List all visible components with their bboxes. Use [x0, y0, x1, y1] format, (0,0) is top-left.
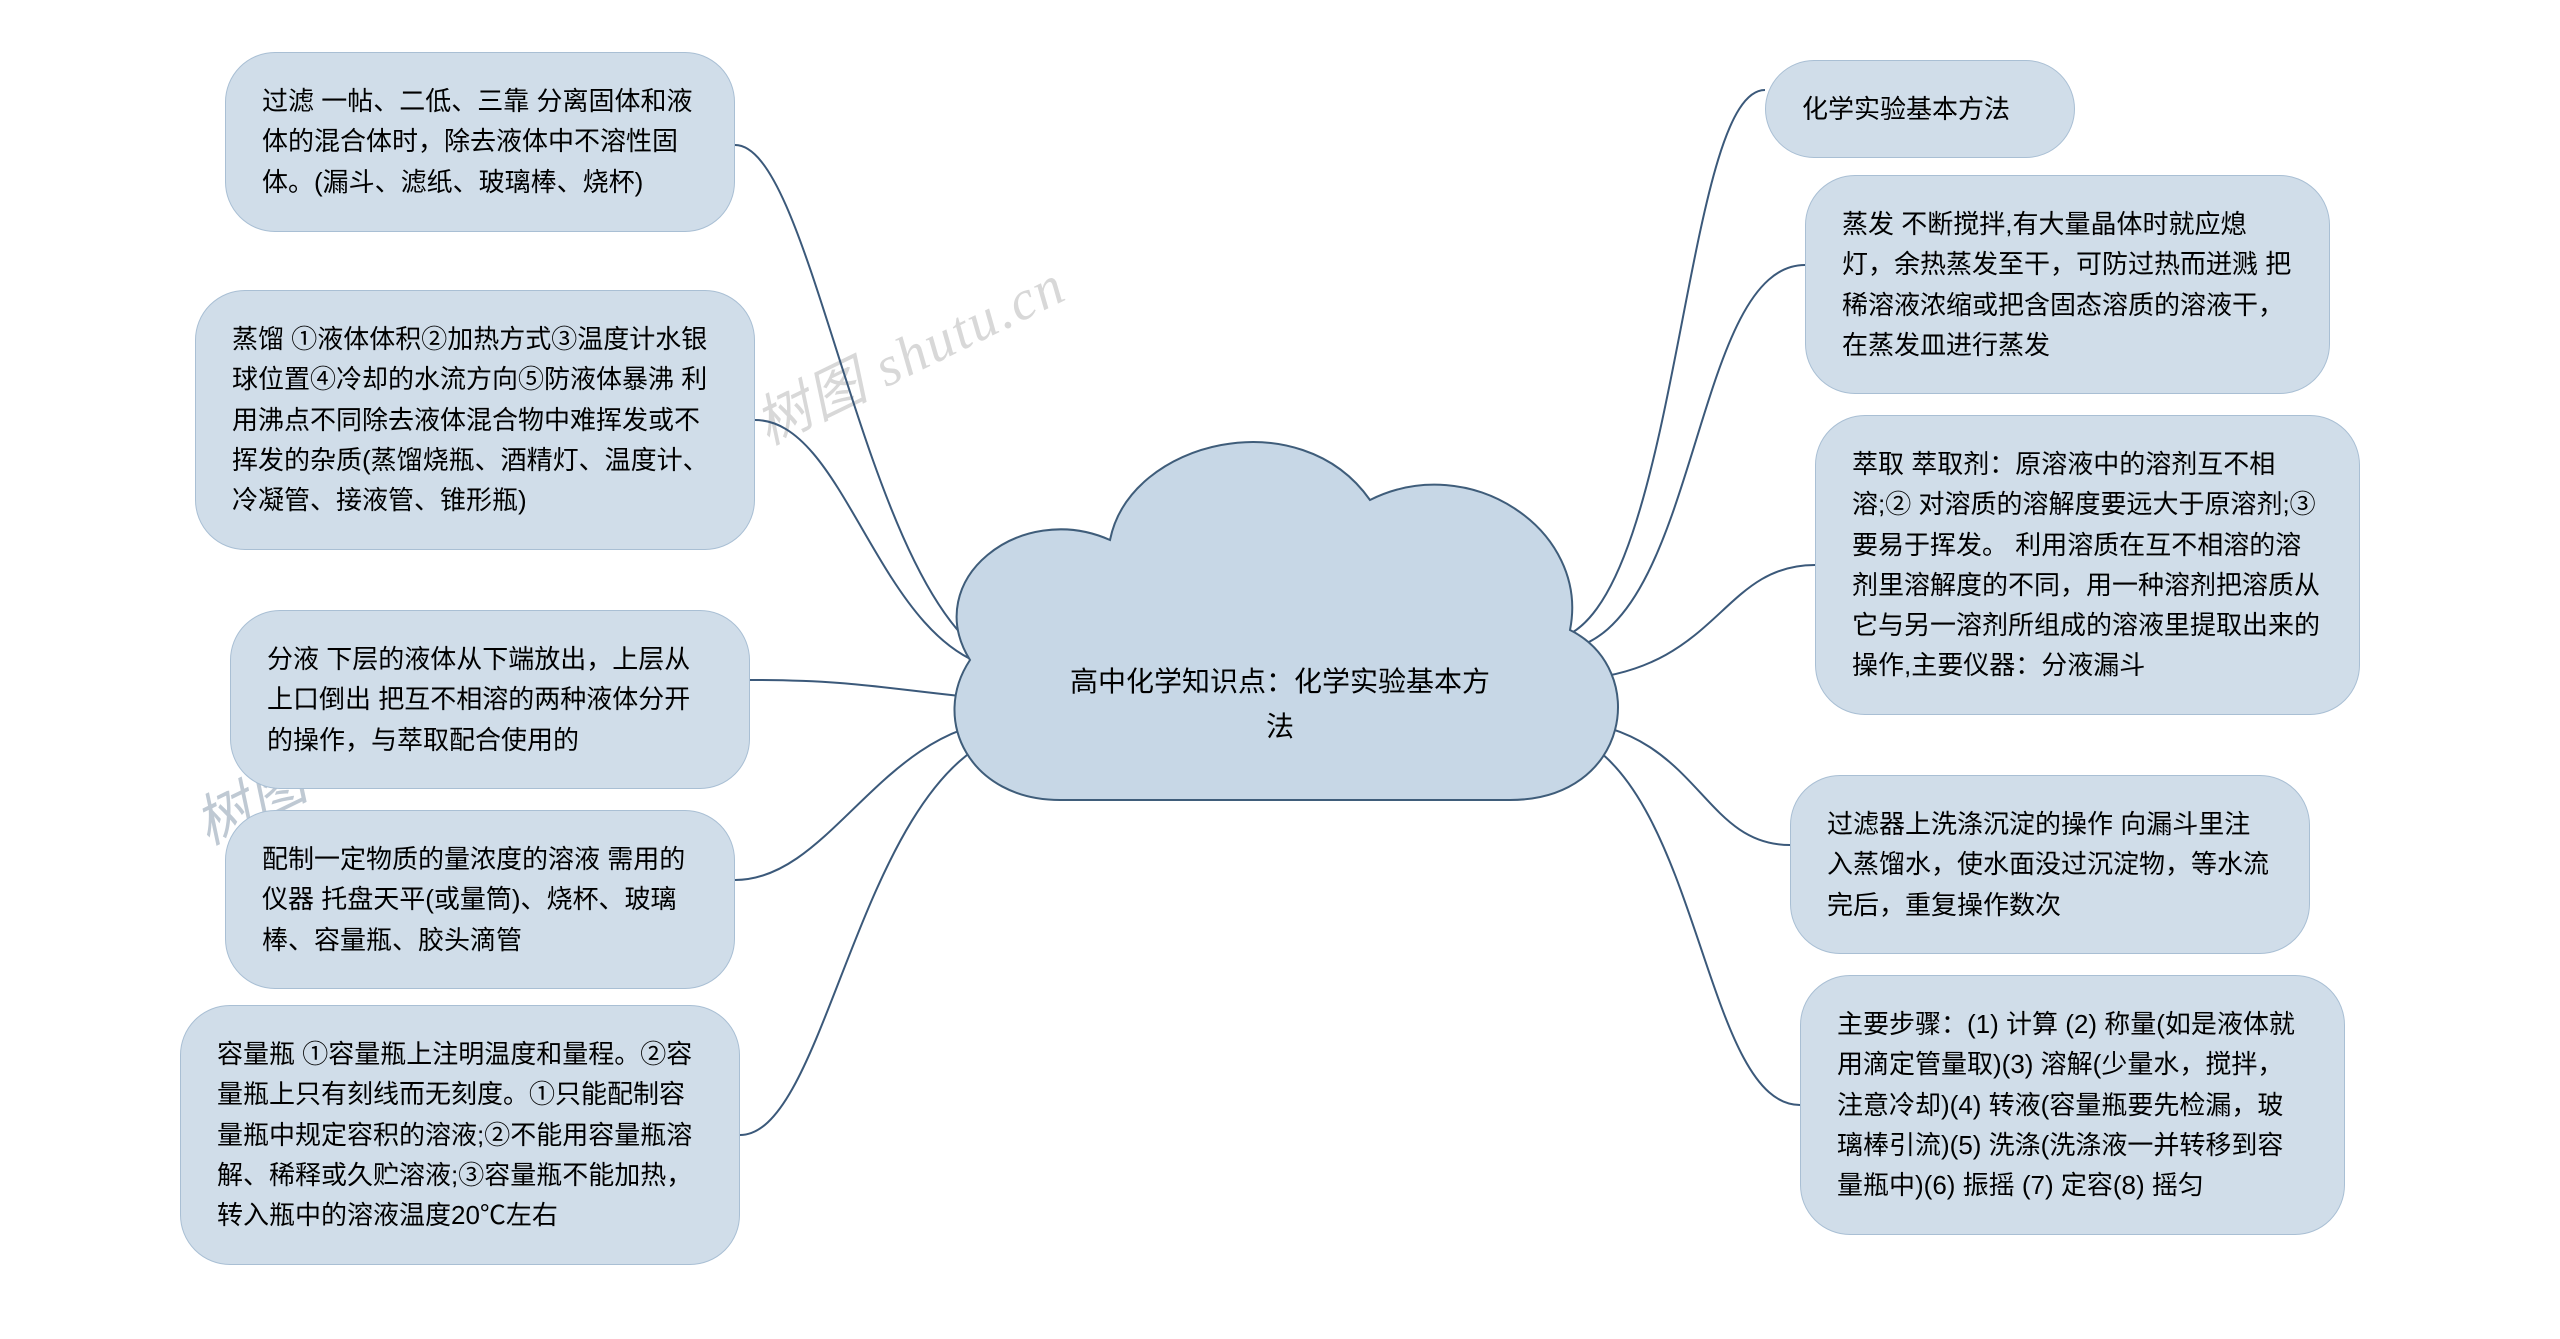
right-node-title: 化学实验基本方法: [1765, 60, 2075, 158]
right-node-washing: 过滤器上洗涤沉淀的操作 向漏斗里注入蒸馏水，使水面没过沉淀物，等水流完后，重复操…: [1790, 775, 2310, 954]
left-node-flask: 容量瓶 ①容量瓶上注明温度和量程。②容量瓶上只有刻线而无刻度。①只能配制容量瓶中…: [180, 1005, 740, 1265]
center-title: 高中化学知识点：化学实验基本方法: [1070, 660, 1490, 750]
left-node-separation: 分液 下层的液体从下端放出，上层从上口倒出 把互不相溶的两种液体分开的操作，与萃…: [230, 610, 750, 789]
right-node-evaporation: 蒸发 不断搅拌,有大量晶体时就应熄灯，余热蒸发至干，可防过热而迸溅 把稀溶液浓缩…: [1805, 175, 2330, 394]
mindmap-canvas: 树图 shutu.cn 树图 shutu.cn 树图 shutu.cn 高中化学…: [0, 0, 2560, 1339]
cloud-shape: [930, 380, 1630, 880]
left-node-distillation: 蒸馏 ①液体体积②加热方式③温度计水银球位置④冷却的水流方向⑤防液体暴沸 利用沸…: [195, 290, 755, 550]
right-node-steps: 主要步骤：(1) 计算 (2) 称量(如是液体就用滴定管量取)(3) 溶解(少量…: [1800, 975, 2345, 1235]
left-node-preparation: 配制一定物质的量浓度的溶液 需用的仪器 托盘天平(或量筒)、烧杯、玻璃棒、容量瓶…: [225, 810, 735, 989]
left-node-filtration: 过滤 一帖、二低、三靠 分离固体和液体的混合体时，除去液体中不溶性固体。(漏斗、…: [225, 52, 735, 232]
right-node-extraction: 萃取 萃取剂：原溶液中的溶剂互不相溶;② 对溶质的溶解度要远大于原溶剂;③ 要易…: [1815, 415, 2360, 715]
center-cloud: [930, 380, 1630, 880]
